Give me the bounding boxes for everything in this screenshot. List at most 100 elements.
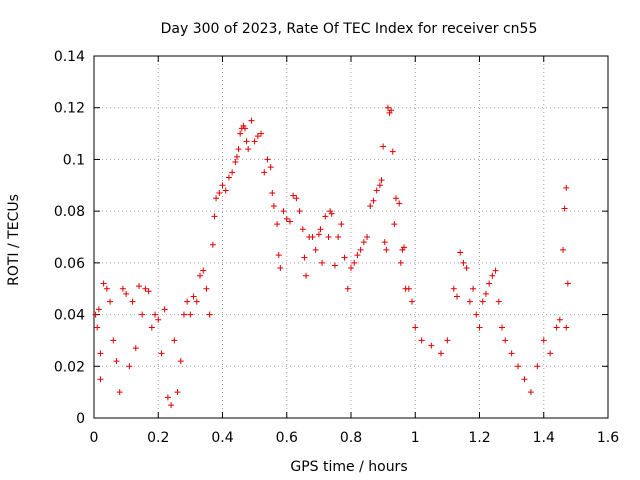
data-point xyxy=(211,213,218,220)
data-point xyxy=(360,239,367,246)
data-point xyxy=(384,104,391,111)
axis-ticks xyxy=(93,55,609,419)
data-point xyxy=(139,311,146,318)
data-point xyxy=(560,246,567,253)
data-point xyxy=(473,311,480,318)
y-tick-label: 0.04 xyxy=(54,308,85,324)
data-point xyxy=(203,285,210,292)
data-point xyxy=(378,177,385,184)
data-point xyxy=(354,252,361,259)
data-point xyxy=(251,138,258,145)
x-tick-labels: 0 0.2 0.4 0.6 0.8 1 1.2 1.4 1.6 xyxy=(90,430,620,446)
data-point xyxy=(135,283,142,290)
data-point xyxy=(107,298,114,305)
data-point xyxy=(110,337,117,344)
data-point xyxy=(296,208,303,215)
data-point xyxy=(463,265,470,272)
data-point xyxy=(492,267,499,274)
data-point xyxy=(388,107,395,114)
data-point xyxy=(222,187,229,194)
data-point xyxy=(267,164,274,171)
data-point xyxy=(391,221,398,228)
data-point xyxy=(556,316,563,323)
data-point xyxy=(216,190,223,197)
data-point xyxy=(498,324,505,331)
y-tick-label: 0.06 xyxy=(54,256,85,272)
data-point xyxy=(563,324,570,331)
data-point xyxy=(476,324,483,331)
data-point xyxy=(100,280,107,287)
data-point xyxy=(168,402,175,409)
data-point xyxy=(254,133,261,140)
y-tick-labels: 0 0.02 0.04 0.06 0.08 0.1 0.12 0.14 xyxy=(54,49,85,427)
data-point xyxy=(95,306,102,313)
data-point xyxy=(269,190,276,197)
data-point xyxy=(103,285,110,292)
data-point xyxy=(331,262,338,269)
data-point xyxy=(193,298,200,305)
data-point xyxy=(174,389,181,396)
data-point xyxy=(405,285,412,292)
data-point xyxy=(225,174,232,181)
data-point xyxy=(328,210,335,217)
data-point xyxy=(383,246,390,253)
data-point xyxy=(290,192,297,199)
data-point xyxy=(437,350,444,357)
data-point xyxy=(348,265,354,272)
data-point xyxy=(381,239,388,246)
data-point xyxy=(301,254,308,261)
data-point xyxy=(380,143,387,150)
x-tick-label: 0.6 xyxy=(276,430,298,446)
data-point xyxy=(450,285,457,292)
data-point xyxy=(126,363,133,370)
data-point xyxy=(309,234,316,240)
data-point xyxy=(312,246,319,253)
data-point xyxy=(233,153,240,160)
data-point xyxy=(219,182,226,189)
data-point xyxy=(376,182,383,189)
y-tick-label: 0.12 xyxy=(54,101,85,117)
data-point xyxy=(412,324,419,331)
data-point xyxy=(184,298,191,305)
data-point xyxy=(258,130,265,137)
data-point xyxy=(502,337,509,344)
data-point xyxy=(283,215,290,222)
x-tick-label: 1.2 xyxy=(468,430,490,446)
data-point xyxy=(392,195,399,202)
data-point xyxy=(373,187,380,194)
data-point xyxy=(534,363,541,370)
data-point xyxy=(335,234,342,240)
data-point xyxy=(454,293,461,300)
data-point xyxy=(132,345,139,352)
data-point xyxy=(364,234,371,240)
data-point xyxy=(275,252,282,259)
data-point xyxy=(264,156,271,163)
y-tick-label: 0.1 xyxy=(63,152,85,168)
data-point xyxy=(396,200,403,207)
data-point xyxy=(444,337,451,344)
data-point xyxy=(564,280,571,287)
x-tick-label: 1 xyxy=(411,430,420,446)
data-point xyxy=(190,293,197,300)
data-point xyxy=(508,350,515,357)
x-tick-label: 1.6 xyxy=(597,430,619,446)
data-point xyxy=(563,184,570,191)
x-tick-label: 0.2 xyxy=(147,430,169,446)
data-point xyxy=(409,298,416,305)
x-tick-label: 0.4 xyxy=(211,430,233,446)
x-axis-label: GPS time / hours xyxy=(290,459,407,475)
data-point xyxy=(540,337,547,344)
data-point xyxy=(119,285,126,292)
data-point xyxy=(116,389,123,396)
data-point xyxy=(142,285,149,292)
data-point xyxy=(286,218,293,225)
data-point xyxy=(389,148,396,155)
data-point xyxy=(397,259,404,266)
data-point xyxy=(270,202,277,209)
data-point xyxy=(470,285,477,292)
data-point xyxy=(315,231,322,238)
data-point xyxy=(200,267,207,274)
data-point xyxy=(515,363,522,370)
data-point xyxy=(187,311,194,318)
